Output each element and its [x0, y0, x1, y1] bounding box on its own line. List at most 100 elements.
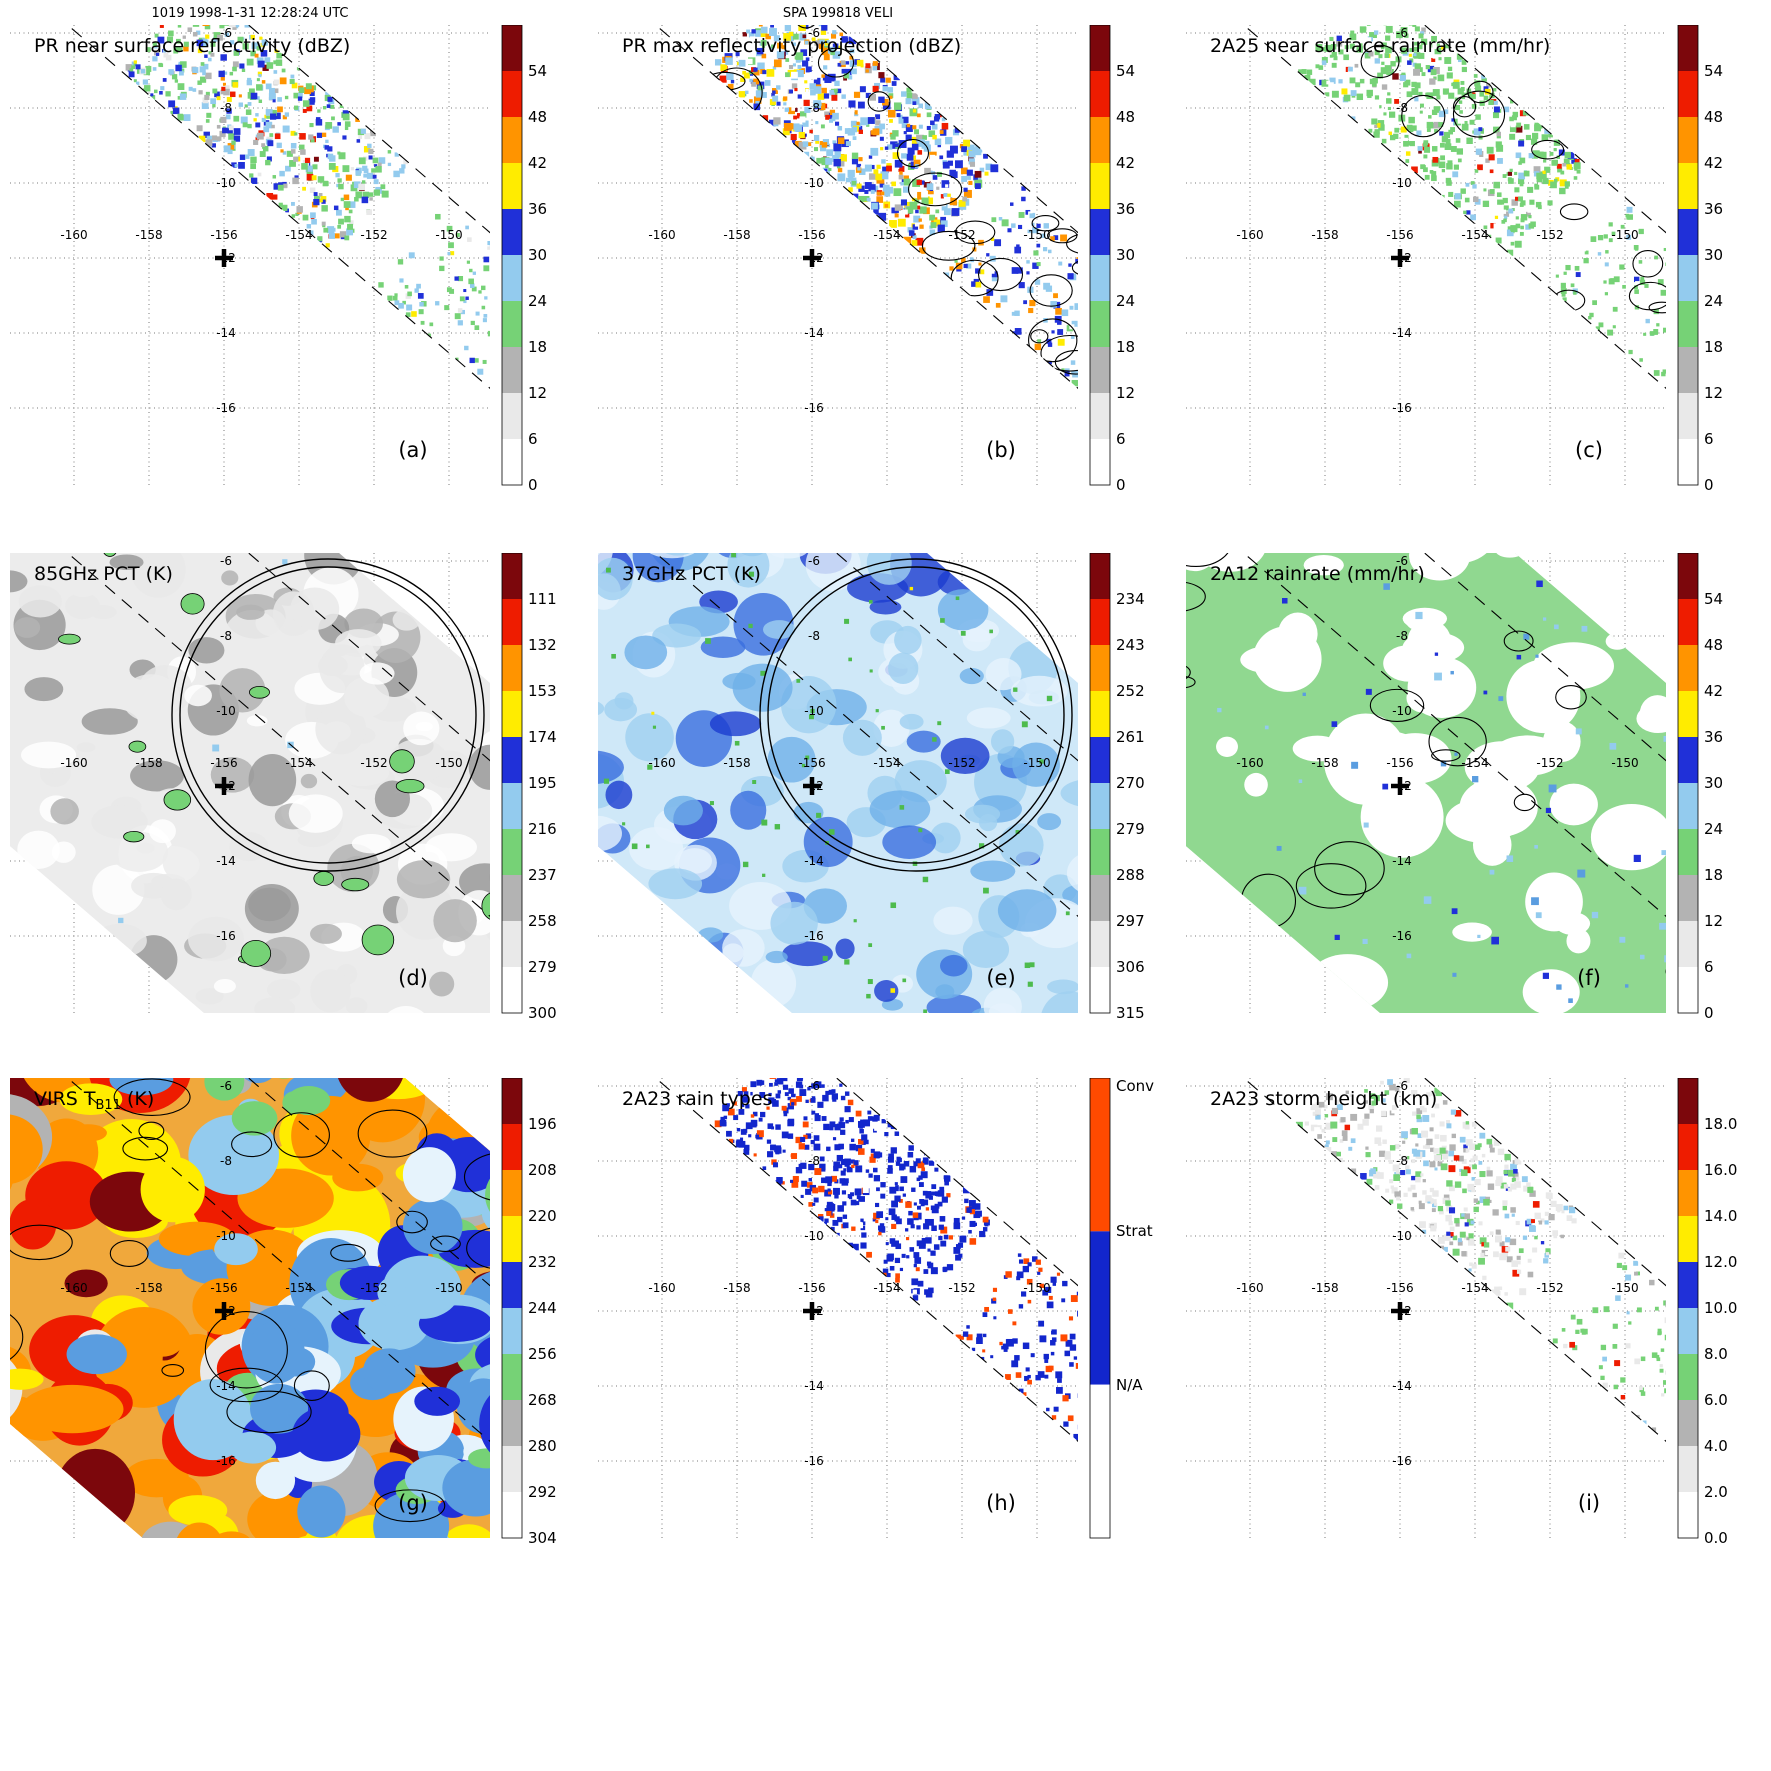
plot-i: -160-158-156-154-152-150-6-8-10-12-14-16… — [1186, 1078, 1737, 1547]
colorbar-tick-label: 12 — [528, 384, 547, 402]
lon-tick-label: -156 — [1386, 228, 1413, 242]
colorbar-tick-label: 208 — [528, 1161, 557, 1179]
lon-tick-label: -160 — [1236, 756, 1263, 770]
colorbar-tick-label: 24 — [528, 292, 547, 310]
colorbar-tick-label: 36 — [1116, 200, 1135, 218]
data-cluster — [603, 553, 1070, 1013]
colorbar-tick-label: 6 — [1704, 958, 1714, 976]
colorbar: 54 48 42 36 30 24 18 12 6 0 — [1677, 25, 1723, 494]
data-layer — [10, 1078, 490, 1538]
colorbar-tick-label: 18 — [1704, 866, 1723, 884]
colorbar-tick-label: 36 — [1704, 728, 1723, 746]
lat-tick-label: -10 — [804, 704, 824, 718]
lat-tick-label: -14 — [804, 854, 824, 868]
data-cluster — [714, 25, 999, 254]
data-cluster — [944, 186, 1078, 387]
lon-tick-label: -156 — [210, 756, 237, 770]
colorbar-tick-label: 18 — [1116, 338, 1135, 356]
map-area: -160-158-156-154-152-150-6-8-10-12-14-16 — [1186, 25, 1666, 485]
colorbar: 54 48 42 36 30 24 18 12 6 0 — [1677, 553, 1723, 1022]
colorbar: 196 208 220 232 244 256 268 280 292 304 — [501, 1078, 557, 1547]
colorbar-tick-label: 279 — [528, 958, 557, 976]
range-ring — [171, 558, 485, 872]
lat-tick-label: -6 — [808, 1079, 820, 1093]
lon-tick-label: -156 — [1386, 756, 1413, 770]
graticule — [598, 25, 1078, 485]
lat-tick-label: -10 — [216, 704, 236, 718]
colorbar-tick-label: 24 — [1704, 292, 1723, 310]
panel-g: -160-158-156-154-152-150-6-8-10-12-14-16… — [10, 1078, 576, 1550]
colorbar-tick-label: 252 — [1116, 682, 1145, 700]
lon-tick-label: -154 — [873, 756, 900, 770]
data-layer — [125, 25, 490, 375]
lat-tick-label: -16 — [804, 401, 824, 415]
panel-b: -160-158-156-154-152-150-6-8-10-12-14-16… — [598, 25, 1164, 497]
lon-tick-label: -158 — [135, 228, 162, 242]
panel-a: -160-158-156-154-152-150-6-8-10-12-14-16… — [10, 25, 576, 497]
lat-tick-label: -6 — [220, 554, 232, 568]
colorbar-tick-label: 48 — [1704, 636, 1723, 654]
lon-tick-label: -152 — [360, 756, 387, 770]
lon-tick-label: -152 — [948, 756, 975, 770]
lon-tick-label: -152 — [948, 1281, 975, 1295]
colorbar-tick-label: 30 — [1116, 246, 1135, 264]
lat-tick-label: -14 — [216, 1379, 236, 1393]
panel-title: 2A23 rain types — [622, 1088, 772, 1110]
cross-marker — [1391, 777, 1409, 795]
range-ring — [759, 558, 1073, 872]
lon-tick-label: -158 — [135, 1281, 162, 1295]
lat-tick-label: -6 — [808, 554, 820, 568]
lon-tick-label: -160 — [648, 1281, 675, 1295]
lon-tick-label: -156 — [798, 228, 825, 242]
lat-tick-label: -14 — [804, 1379, 824, 1393]
data-cluster — [204, 1078, 331, 1136]
scene-timestamp: 1019 1998-1-31 12:28:24 UTC — [151, 6, 349, 21]
panel-f: -160-158-156-154-152-150-6-8-10-12-14-16… — [1186, 553, 1752, 1025]
colorbar-tick-label: 2.0 — [1704, 1483, 1728, 1501]
plot-b: -160-158-156-154-152-150-6-8-10-12-14-16… — [598, 25, 1135, 494]
lat-tick-label: -6 — [1396, 554, 1408, 568]
lon-tick-label: -160 — [60, 228, 87, 242]
colorbar-tick-label: 270 — [1116, 774, 1145, 792]
lat-tick-label: -10 — [1392, 1229, 1412, 1243]
colorbar-tick-label: 174 — [528, 728, 557, 746]
contour-layer — [10, 1078, 490, 1523]
lon-tick-label: -158 — [1311, 228, 1338, 242]
panel-letter: (f) — [1577, 966, 1601, 990]
panel-title: 2A23 storm height (km) — [1210, 1088, 1437, 1110]
colorbar: 18.0 16.0 14.0 12.0 10.0 8.0 6.0 4.0 2.0 0.0 — [1677, 1078, 1737, 1547]
colorbar-tick-label: 36 — [1704, 200, 1723, 218]
colorbar-tick-label: 234 — [1116, 590, 1145, 608]
plot-g: -160-158-156-154-152-150-6-8-10-12-14-16… — [10, 1078, 557, 1547]
contour-layer — [704, 25, 1078, 375]
lat-tick-label: -14 — [1392, 1379, 1412, 1393]
data-layer — [1295, 1078, 1666, 1432]
lon-tick-label: -160 — [1236, 1281, 1263, 1295]
colorbar-tick-label: 261 — [1116, 728, 1145, 746]
map-area: -160-158-156-154-152-150-6-8-10-12-14-16 — [1186, 1078, 1666, 1538]
cross-marker — [803, 1302, 821, 1320]
cross-marker — [215, 1302, 233, 1320]
colorbar-tick-label: 0.0 — [1704, 1529, 1728, 1547]
panel-letter: (c) — [1575, 438, 1603, 462]
panel-letter: (a) — [398, 438, 427, 462]
panel-letter: (d) — [398, 966, 428, 990]
lat-tick-label: -8 — [220, 101, 232, 115]
colorbar-tick-label: 244 — [528, 1299, 557, 1317]
lon-tick-label: -150 — [1023, 228, 1050, 242]
plot-e: -160-158-156-154-152-150-6-8-10-12-14-16… — [598, 553, 1145, 1022]
lat-tick-label: -6 — [1396, 1079, 1408, 1093]
swath-edge-line — [247, 25, 490, 234]
colorbar-tick-label: 18.0 — [1704, 1115, 1737, 1133]
lat-tick-label: -10 — [1392, 704, 1412, 718]
lat-tick-label: -14 — [216, 326, 236, 340]
map-area: -160-158-156-154-152-150-6-8-10-12-14-16 — [598, 553, 1078, 1013]
lon-tick-label: -154 — [1461, 228, 1488, 242]
data-cluster — [714, 1078, 990, 1301]
swath-edge-line — [835, 25, 1078, 234]
colorbar-tick-label: 12 — [1704, 384, 1723, 402]
panel-title: PR near surface reflectivity (dBZ) — [34, 35, 350, 57]
colorbar-tick-label: 0 — [528, 476, 538, 494]
lon-tick-label: -156 — [798, 756, 825, 770]
colorbar-tick-label: 54 — [1704, 62, 1723, 80]
